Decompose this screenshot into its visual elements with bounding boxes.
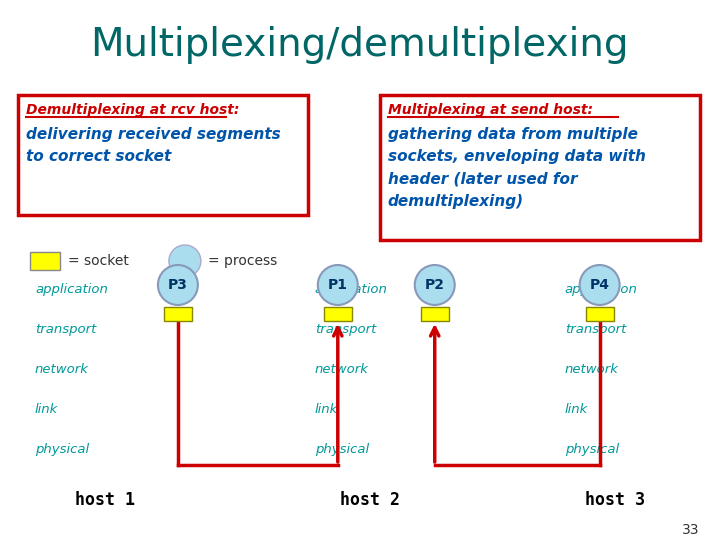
Circle shape (169, 245, 201, 277)
Text: = socket: = socket (68, 254, 129, 268)
Text: physical: physical (315, 443, 369, 456)
Text: transport: transport (315, 323, 376, 336)
Text: application: application (564, 284, 637, 296)
Text: host 2: host 2 (340, 491, 400, 509)
Text: = process: = process (208, 254, 277, 268)
Text: Demultiplexing at rcv host:: Demultiplexing at rcv host: (26, 103, 239, 117)
FancyBboxPatch shape (18, 95, 308, 215)
Bar (164, 307, 192, 321)
Text: transport: transport (35, 323, 96, 336)
Bar (30, 252, 60, 270)
Text: P4: P4 (590, 278, 610, 292)
Text: gathering data from multiple
sockets, enveloping data with
header (later used fo: gathering data from multiple sockets, en… (388, 127, 646, 208)
Text: application: application (315, 284, 387, 296)
Text: physical: physical (564, 443, 618, 456)
Circle shape (318, 265, 358, 305)
Text: link: link (35, 403, 58, 416)
Text: network: network (315, 363, 369, 376)
Bar (585, 307, 613, 321)
Text: host 3: host 3 (585, 491, 644, 509)
Text: P1: P1 (328, 278, 348, 292)
Text: 33: 33 (682, 523, 700, 537)
Text: transport: transport (564, 323, 626, 336)
Circle shape (158, 265, 198, 305)
FancyBboxPatch shape (379, 95, 700, 240)
Text: P3: P3 (168, 278, 188, 292)
Text: physical: physical (35, 443, 89, 456)
Text: link: link (564, 403, 588, 416)
Bar (420, 307, 449, 321)
Circle shape (415, 265, 455, 305)
Text: network: network (35, 363, 89, 376)
Text: delivering received segments
to correct socket: delivering received segments to correct … (26, 127, 281, 164)
Text: P2: P2 (425, 278, 445, 292)
Text: link: link (315, 403, 338, 416)
Bar (324, 307, 352, 321)
Text: host 1: host 1 (75, 491, 135, 509)
Text: network: network (564, 363, 618, 376)
Text: Multiplexing/demultiplexing: Multiplexing/demultiplexing (91, 26, 629, 64)
Text: application: application (35, 284, 108, 296)
Text: Multiplexing at send host:: Multiplexing at send host: (388, 103, 593, 117)
Circle shape (580, 265, 620, 305)
